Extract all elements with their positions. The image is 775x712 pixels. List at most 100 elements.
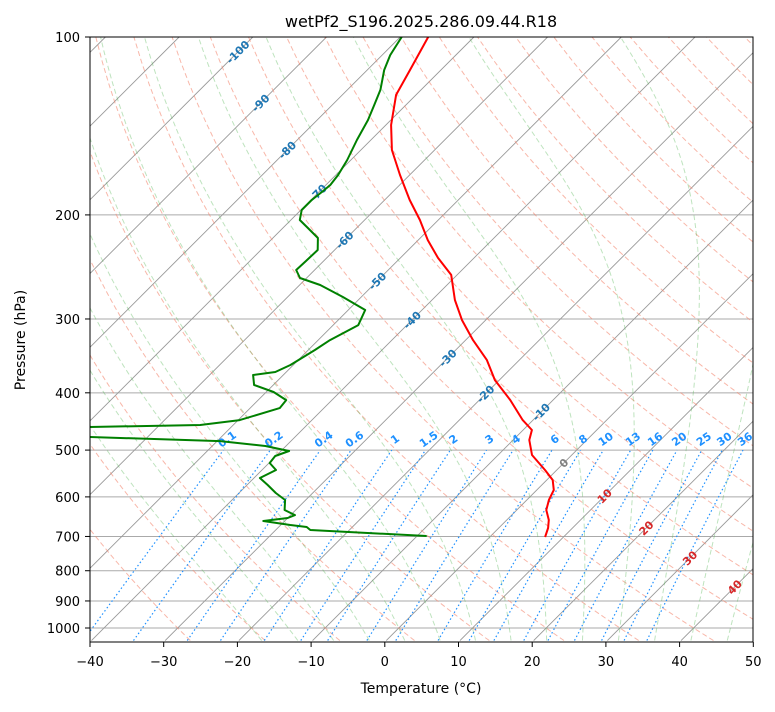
isotherm-line <box>313 37 775 641</box>
moist-adiabat-line <box>32 37 369 641</box>
isotherm-label: 10 <box>595 486 615 506</box>
x-tick-label: 10 <box>450 655 467 670</box>
isotherm-line <box>534 37 775 641</box>
isotherm-line <box>18 37 622 641</box>
y-axis-label: Pressure (hPa) <box>13 290 29 390</box>
dry-adiabat-line <box>668 37 775 641</box>
dry-adiabat-line <box>0 37 340 641</box>
isotherm-line <box>460 37 775 641</box>
moist-adiabat-line <box>764 37 775 641</box>
isotherm-line <box>681 37 775 641</box>
x-tick-label: 40 <box>671 655 688 670</box>
isotherm-label: -20 <box>474 382 497 405</box>
dry-adiabat-line <box>707 37 775 641</box>
moist-adiabat-line <box>691 37 775 641</box>
x-tick-label: 50 <box>745 655 762 670</box>
dry-adiabat-line <box>172 37 713 641</box>
isotherm-line <box>386 37 775 641</box>
mixing-ratio-label: 30 <box>714 429 734 449</box>
dry-adiabat-line <box>592 37 775 641</box>
y-tick-label: 600 <box>55 491 80 506</box>
dry-adiabat-line <box>134 37 639 641</box>
y-tick-label: 900 <box>55 595 80 610</box>
dry-adiabat-line <box>439 37 775 641</box>
moist-adiabat-line <box>0 37 262 641</box>
mixing-ratio-label: 2 <box>447 432 461 447</box>
isotherm-label: 0 <box>557 456 572 471</box>
isotherm-label: -90 <box>249 91 272 114</box>
dry-adiabat-line <box>363 37 775 641</box>
mixing-ratio-line <box>575 450 678 640</box>
x-axis-label: Temperature (°C) <box>360 681 482 697</box>
y-tick-label: 400 <box>55 387 80 402</box>
moist-adiabat-line <box>727 37 775 641</box>
isotherm-line <box>755 37 775 641</box>
mixing-ratio-line <box>328 450 451 640</box>
x-tick-label: −20 <box>224 655 251 670</box>
dry-adiabat-line <box>58 37 490 641</box>
mixing-ratio-line <box>438 450 552 640</box>
plot-frame <box>90 37 753 642</box>
isotherm-line <box>0 37 253 641</box>
isotherm-label: 30 <box>680 548 700 568</box>
x-tick-label: 20 <box>524 655 541 670</box>
x-tick-label: −40 <box>76 655 103 670</box>
y-tick-label: 300 <box>55 313 80 328</box>
mixing-ratio-line <box>624 450 722 640</box>
mixing-ratio-label: 25 <box>694 430 714 449</box>
isotherms <box>0 37 775 641</box>
y-tick-label: 800 <box>55 565 80 580</box>
isotherm-label: -40 <box>401 308 424 331</box>
mixing-ratio-lines <box>83 450 743 640</box>
isotherm-label: -50 <box>366 269 389 292</box>
mixing-ratio-line <box>602 450 702 640</box>
y-tick-label: 500 <box>55 444 80 459</box>
mixing-ratio-line <box>301 450 426 640</box>
mixing-ratio-line <box>221 450 352 640</box>
isotherm-label: -100 <box>224 38 253 67</box>
moist-adiabat-line <box>101 37 441 641</box>
dry-adiabat-line <box>19 37 414 641</box>
isotherm-line <box>91 37 695 641</box>
isotherm-line <box>165 37 769 641</box>
dry-adiabat-line <box>516 37 775 641</box>
mixing-ratio-label: 13 <box>623 430 643 449</box>
moist-adiabat-line <box>0 37 298 641</box>
y-tick-label: 100 <box>55 31 80 46</box>
dry-adiabats <box>0 37 775 641</box>
mixing-ratio-line <box>83 450 223 640</box>
isotherm-label: 20 <box>637 518 657 538</box>
x-tick-label: −10 <box>297 655 324 670</box>
dewpoint-profile-line <box>0 37 427 536</box>
mixing-ratio-line <box>548 450 653 640</box>
isotherm-label: 40 <box>725 577 745 597</box>
chart-title: wetPf2_S196.2025.286.09.44.R18 <box>285 12 557 32</box>
mixing-ratio-label: 20 <box>669 429 689 449</box>
isobars <box>90 37 753 628</box>
mixing-ratio-label: 3 <box>483 432 497 447</box>
plot-area: -100-90-80-70-60-50-40-30-20-10010203040… <box>0 37 775 641</box>
mixing-ratio-label: 0.6 <box>343 428 367 450</box>
isotherm-label: -30 <box>436 346 459 369</box>
y-tick-label: 200 <box>55 209 80 224</box>
moist-adiabat-line <box>64 37 405 641</box>
isotherm-label: -80 <box>276 138 299 161</box>
mixing-ratio-label: 6 <box>548 432 562 447</box>
isotherm-label: -60 <box>333 228 356 251</box>
y-tick-label: 1000 <box>47 622 80 637</box>
profiles <box>0 37 554 537</box>
dry-adiabat-line <box>554 37 775 641</box>
moist-adiabat-line <box>4 37 334 641</box>
dry-adiabat-line <box>478 37 775 641</box>
mixing-ratio-label: 0.1 <box>216 428 239 450</box>
x-tick-label: 0 <box>381 655 389 670</box>
isotherm-label: -10 <box>530 400 553 423</box>
mixing-ratio-line <box>264 450 392 640</box>
dry-adiabat-line <box>745 37 775 641</box>
mixing-ratio-label: 36 <box>735 429 755 449</box>
isotherm-line <box>0 37 548 641</box>
